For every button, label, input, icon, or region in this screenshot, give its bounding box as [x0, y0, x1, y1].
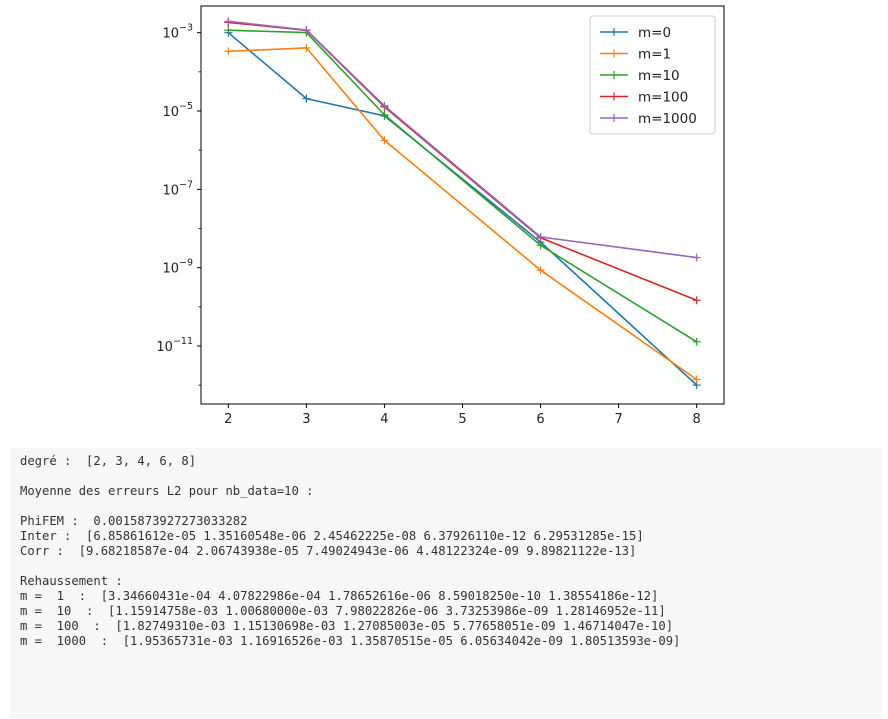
- data-point-m1: [536, 266, 545, 275]
- y-tick-label: 10−7: [162, 179, 193, 198]
- notebook-output: degré : [2, 3, 4, 6, 8] Moyenne des erre…: [10, 448, 882, 718]
- data-point-m100: [692, 296, 701, 305]
- y-tick-exponent: −9: [179, 258, 193, 269]
- y-tick-exponent: −11: [173, 336, 193, 347]
- m100-line: m = 100 : [1.82749310e-03 1.15130698e-03…: [20, 619, 674, 633]
- x-tick-label: 6: [536, 412, 544, 427]
- data-point-m1: [380, 136, 389, 145]
- data-point-m10: [224, 26, 233, 35]
- chart-area: 2 3 4 5 6 7 8 10−3 10−5 10−7 10−9 10−11 m=0 m=1 m=10 m=…: [156, 5, 725, 427]
- x-tick-label: 3: [302, 412, 310, 427]
- y-tick-exponent: −3: [179, 23, 193, 34]
- blank-line: [20, 499, 882, 514]
- data-point-m10: [380, 110, 389, 119]
- x-tick-label: 2: [224, 412, 232, 427]
- blank-line: [20, 469, 882, 484]
- m10-line: m = 10 : [1.15914758e-03 1.00680000e-03 …: [20, 604, 666, 618]
- legend-label: m=1000: [638, 111, 697, 127]
- y-tick-base: 10: [162, 262, 179, 277]
- y-tick-label: 10−3: [162, 23, 193, 42]
- legend-label: m=100: [638, 90, 688, 106]
- data-point-m1000: [536, 233, 545, 242]
- y-tick-label: 10−9: [162, 258, 193, 277]
- rehaussement-line: Rehaussement :: [20, 574, 123, 588]
- x-tick-label: 8: [693, 412, 701, 427]
- data-point-m10: [692, 337, 701, 346]
- x-tick-label: 5: [458, 412, 466, 427]
- legend: m=0 m=1 m=10 m=100 m=1000: [589, 15, 716, 135]
- legend-label: m=10: [638, 68, 680, 84]
- data-point-m1: [224, 47, 233, 56]
- m1000-line: m = 1000 : [1.95365731e-03 1.16916526e-0…: [20, 634, 681, 648]
- legend-label: m=1: [638, 47, 671, 63]
- error-convergence-chart: 2 3 4 5 6 7 810−310−510−710−910−11m=0m=1m=10m=…: [156, 5, 725, 427]
- blank-line: [20, 559, 882, 574]
- y-tick-exponent: −7: [179, 179, 193, 190]
- x-tick-label: 4: [380, 412, 388, 427]
- phifem-line: PhiFEM : 0.0015873927273033282: [20, 514, 248, 528]
- degre-line: degré : [2, 3, 4, 6, 8]: [20, 454, 197, 468]
- x-tick-label: 7: [614, 412, 622, 427]
- y-tick-label: 10−11: [156, 336, 193, 355]
- data-point-m1000: [380, 101, 389, 110]
- data-point-m1: [302, 43, 311, 52]
- y-tick-base: 10: [156, 340, 173, 355]
- data-point-m1000: [302, 26, 311, 35]
- y-tick-exponent: −5: [179, 101, 193, 112]
- data-point-m1000: [224, 17, 233, 26]
- data-point-m1: [692, 375, 701, 384]
- y-tick-label: 10−5: [162, 101, 193, 120]
- m1-line: m = 1 : [3.34660431e-04 4.07822986e-04 1…: [20, 589, 659, 603]
- inter-line: Inter : [6.85861612e-05 1.35160548e-06 2…: [20, 529, 644, 543]
- legend-box: [589, 15, 716, 135]
- y-tick-base: 10: [162, 183, 179, 198]
- y-tick-base: 10: [162, 27, 179, 42]
- data-point-m0: [302, 94, 311, 103]
- data-point-m10: [536, 241, 545, 250]
- corr-line: Corr : [9.68218587e-04 2.06743938e-05 7.…: [20, 544, 637, 558]
- legend-label: m=0: [638, 25, 671, 41]
- y-tick-base: 10: [162, 105, 179, 120]
- data-point-m1000: [692, 253, 701, 262]
- moyenne-line: Moyenne des erreurs L2 pour nb_data=10 :: [20, 484, 314, 498]
